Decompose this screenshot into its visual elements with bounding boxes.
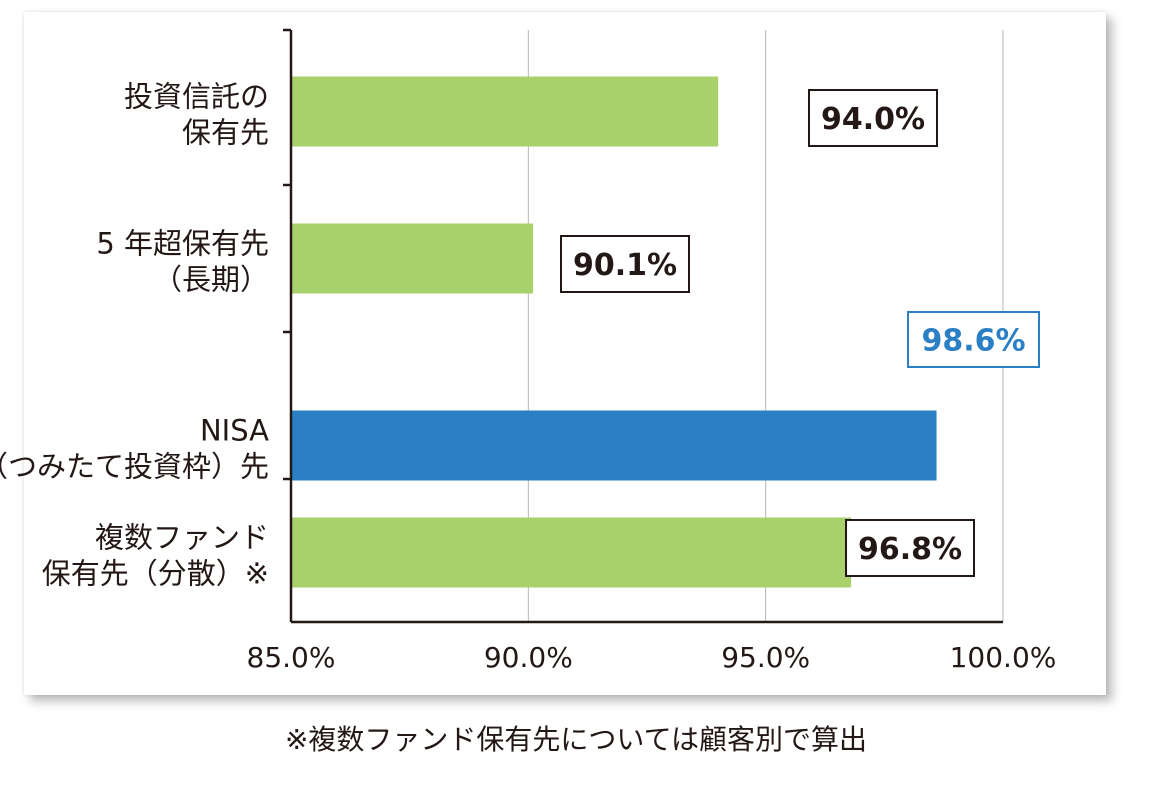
bar xyxy=(291,410,937,481)
category-label-line: NISA xyxy=(200,414,269,448)
data-label-box xyxy=(560,235,690,293)
category-label: NISA （つみたて投資枠）先 xyxy=(0,414,269,484)
data-label: 98.6% xyxy=(921,324,1025,359)
category-label-line: 保有先 xyxy=(182,116,269,150)
bar xyxy=(291,517,852,588)
category-label: 投資信託の保有先 xyxy=(124,80,269,150)
x-tick-label: 100.0% xyxy=(950,641,1057,674)
data-label-box xyxy=(808,89,938,147)
data-label: 90.1% xyxy=(573,248,677,283)
x-tick-label: 90.0% xyxy=(484,641,573,674)
category-label-line: 投資信託の xyxy=(124,80,269,114)
category-label: 5 年超保有先（長期） xyxy=(96,227,269,297)
bar xyxy=(291,223,534,294)
category-label-line: 5 年超保有先 xyxy=(96,227,269,261)
category-label-line: 保有先（分散）※ xyxy=(42,557,269,591)
category-label: 複数ファンド保有先（分散）※ xyxy=(42,521,269,591)
footnote: ※複数ファンド保有先については顧客別で算出 xyxy=(284,723,868,756)
data-label: 96.8% xyxy=(858,532,962,567)
data-label-box xyxy=(907,311,1040,368)
bar xyxy=(291,76,719,147)
x-tick-label: 85.0% xyxy=(247,641,336,674)
data-label-box xyxy=(845,519,975,577)
category-label-line: （つみたて投資枠）先 xyxy=(0,450,269,484)
category-label-line: （長期） xyxy=(153,263,269,297)
category-label-line: 複数ファンド xyxy=(95,521,269,555)
x-tick-label: 95.0% xyxy=(721,641,810,674)
data-label: 94.0% xyxy=(821,102,925,137)
